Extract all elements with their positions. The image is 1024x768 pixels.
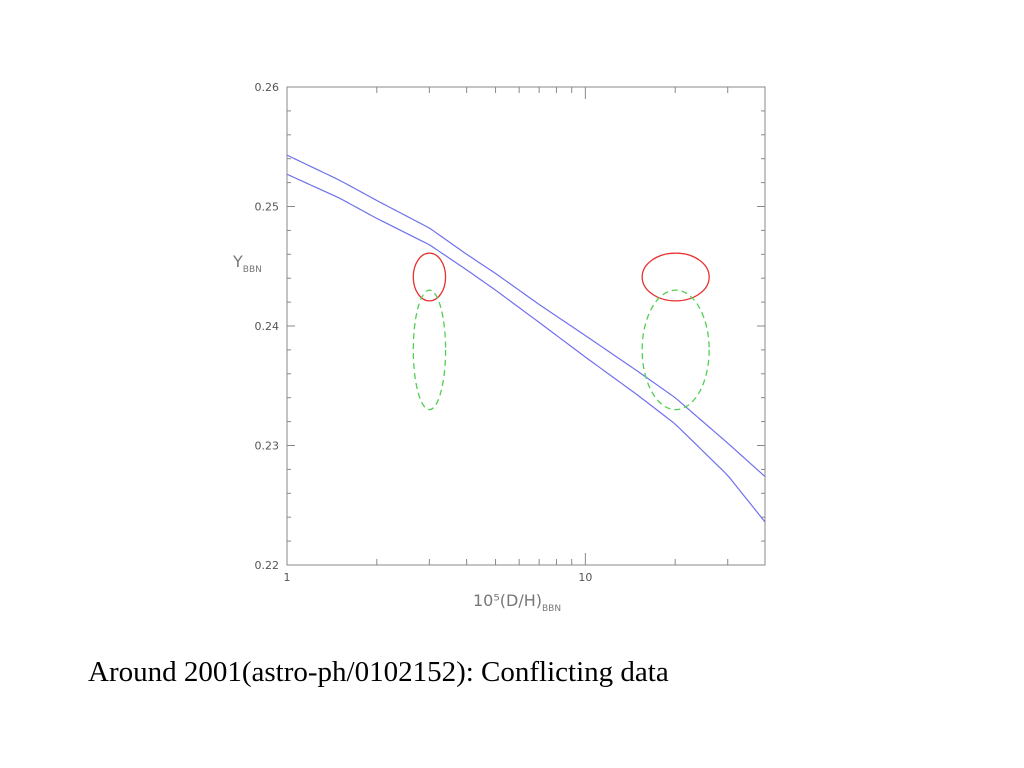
y-tick-label: 0.22 [255, 559, 280, 572]
slide-caption: Around 2001(astro-ph/0102152): Conflicti… [88, 656, 669, 688]
y-axis-label-subscript: BBN [243, 265, 262, 275]
y-tick-label: 0.25 [255, 201, 280, 214]
ticks [286, 86, 766, 566]
x-tick-label: 10 [578, 571, 592, 584]
x-axis-label-main: 10⁵(D/H) [473, 591, 542, 610]
solid-contour-1 [412, 252, 447, 302]
ellipses [412, 252, 710, 411]
y-axis-label: YBBN [232, 252, 262, 275]
bbn-curve-2 [286, 173, 766, 523]
y-tick-label: 0.26 [255, 81, 280, 94]
plot-frame [286, 86, 766, 566]
dashed-contour-4 [641, 289, 710, 411]
chart: 0.220.230.240.250.261 10 YBBN 10⁵(D/H)BBN [232, 81, 766, 614]
solid-contour-3 [641, 252, 710, 302]
y-tick-label: 0.24 [255, 320, 280, 333]
bbn-curve-1 [286, 154, 766, 478]
tick-labels: 0.22 0.23 0.24 0.25 0.26 1 10 [255, 81, 593, 584]
x-axis-label-subscript: BBN [542, 604, 561, 614]
dashed-contour-2 [412, 289, 447, 411]
y-tick-label: 0.23 [255, 440, 280, 453]
series [286, 154, 766, 523]
y-axis-label-main: Y [232, 252, 243, 271]
x-axis-label: 10⁵(D/H)BBN [473, 591, 561, 614]
x-tick-label: 1 [284, 571, 291, 584]
